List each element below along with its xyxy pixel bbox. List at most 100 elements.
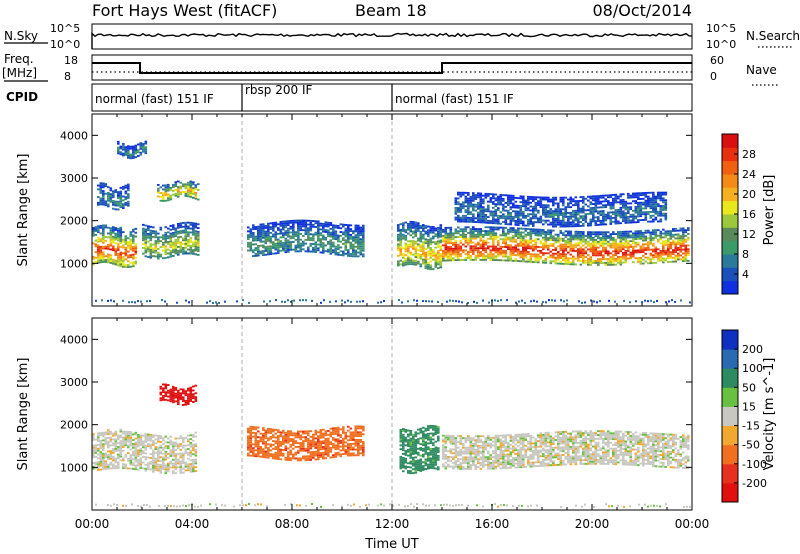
echo-cell [579,209,583,212]
echo-cell [114,253,118,256]
echo-cell [102,226,105,229]
echo-cell [299,223,303,226]
echo-cell [569,200,573,203]
echo-cell [97,444,100,446]
echo-cell [429,254,433,257]
echo-cell [629,221,633,224]
echo-cell [99,188,103,190]
echo-cell [152,466,155,469]
echo-cell [119,436,123,439]
echo-cell [529,253,533,256]
echo-cell [569,196,573,199]
echo-cell [192,241,195,244]
echo-cell [302,299,304,302]
echo-cell [557,206,560,209]
echo-cell [597,240,600,243]
echo-cell [299,242,303,245]
echo-cell [487,241,490,244]
echo-cell [609,252,613,255]
echo-cell [162,245,165,248]
echo-cell [257,245,260,247]
echo-cell [329,250,333,253]
echo-cell [459,249,463,252]
echo-cell [454,249,458,252]
echo-cell [667,230,670,233]
echo-cell [254,445,258,448]
echo-cell [142,145,145,147]
echo-cell [104,467,108,470]
echo-cell [682,229,685,232]
echo-cell [549,243,553,245]
echo-cell [397,264,400,267]
echo-cell [514,220,518,222]
echo-cell [99,255,103,258]
echo-cell [652,256,655,259]
echo-cell [99,455,103,457]
echo-cell [192,401,195,403]
echo-cell [459,216,463,219]
echo-cell [127,250,130,253]
echo-cell [99,226,103,229]
echo-cell [189,244,193,247]
echo-cell [472,258,475,261]
echo-cell [337,253,340,256]
echo-cell [362,238,365,240]
echo-cell [259,227,263,230]
echo-cell [182,441,185,443]
echo-cell [509,244,513,247]
echo-cell [294,238,298,241]
echo-cell [617,231,620,233]
echo-cell [544,252,548,255]
echo-cell [677,243,680,245]
echo-cell [122,258,125,260]
echo-cell [487,193,490,195]
echo-cell [514,231,518,234]
echo-cell [129,248,133,251]
echo-cell [114,448,118,450]
echo-cell [572,255,575,258]
echo-cell [119,434,123,437]
echo-cell [282,234,285,237]
echo-cell [107,437,110,439]
echo-cell [662,199,665,202]
echo-cell [257,227,260,230]
echo-cell [347,228,350,230]
echo-cell [489,253,493,256]
echo-cell [562,208,565,211]
echo-cell [579,254,583,256]
echo-cell [454,203,458,206]
echo-cell [604,204,608,207]
echo-cell [512,194,515,197]
echo-cell [584,235,588,237]
echo-cell [519,222,523,225]
echo-cell [497,195,500,198]
echo-cell [599,242,603,245]
echo-cell [482,211,485,214]
echo-cell [607,260,610,262]
echo-cell [169,250,173,252]
echo-cell [614,213,618,215]
echo-cell [119,190,123,193]
echo-cell [362,247,365,250]
echo-cell [174,394,178,397]
echo-cell [659,259,663,262]
echo-cell [609,262,613,264]
echo-cell [412,247,415,250]
echo-cell [507,257,510,260]
echo-cell [97,196,100,198]
echo-cell [439,224,443,227]
echo-cell [257,237,260,240]
echo-cell [624,238,628,241]
echo-cell [517,244,520,247]
echo-cell [672,243,675,246]
echo-cell [522,245,525,247]
echo-cell [499,226,503,229]
echo-cell [427,250,430,253]
echo-cell [149,435,153,438]
echo-cell [314,247,318,250]
echo-cell [617,246,620,249]
echo-cell [99,247,103,250]
echo-cell [102,435,105,438]
echo-cell [682,240,685,243]
echo-cell [107,205,110,208]
